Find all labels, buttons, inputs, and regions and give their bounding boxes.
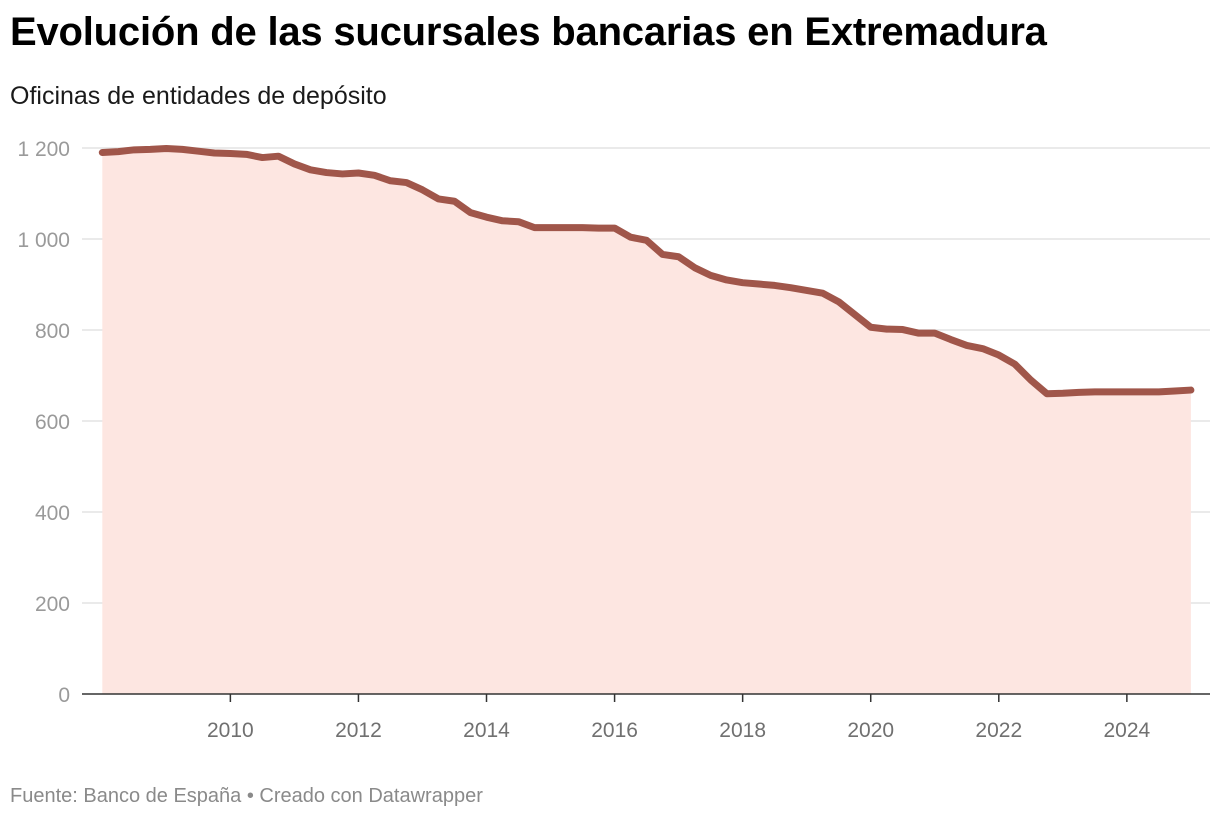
- area-fill: [102, 148, 1191, 694]
- y-tick-label: 0: [58, 684, 70, 707]
- x-tick-label: 2014: [463, 719, 510, 742]
- x-tick-label: 2022: [975, 719, 1022, 742]
- source-footer: Fuente: Banco de España • Creado con Dat…: [10, 785, 483, 807]
- y-tick-label: 1 000: [17, 229, 70, 252]
- x-tick-label: 2024: [1104, 719, 1151, 742]
- chart-subtitle: Oficinas de entidades de depósito: [10, 82, 387, 110]
- y-tick-label: 200: [35, 593, 70, 616]
- x-tick-label: 2012: [335, 719, 382, 742]
- series-line: [98, 144, 1195, 398]
- y-tick-label: 600: [35, 411, 70, 434]
- chart-title: Evolución de las sucursales bancarias en…: [10, 10, 1047, 54]
- x-tick-label: 2018: [719, 719, 766, 742]
- y-tick-label: 400: [35, 502, 70, 525]
- y-tick-label: 800: [35, 320, 70, 343]
- x-tick-label: 2020: [847, 719, 894, 742]
- x-tick-label: 2010: [207, 719, 254, 742]
- y-tick-label: 1 200: [17, 138, 70, 161]
- x-tick-label: 2016: [591, 719, 638, 742]
